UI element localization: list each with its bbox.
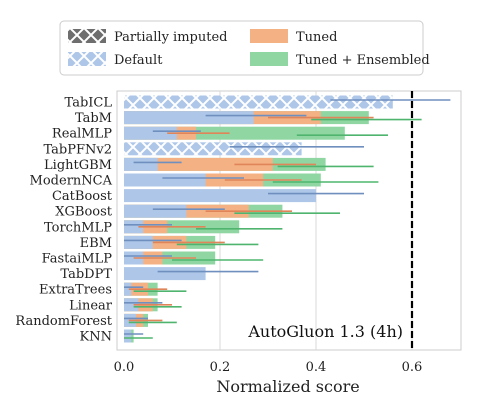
legend: Partially imputed Tuned Default Tuned + … [59, 20, 430, 76]
y-label-tabicl: TabICL [65, 96, 113, 111]
bar-hatch-tabicl [124, 95, 393, 109]
plot-frame [116, 90, 462, 351]
bar-tuned-lightgbm [124, 157, 273, 171]
error-bars [124, 99, 451, 339]
y-label-knn: KNN [80, 330, 112, 345]
bar-default-catboost [124, 189, 316, 203]
legend-label-tuned-ensembled: Tuned + Ensembled [296, 53, 430, 68]
y-label-linear: Linear [69, 298, 113, 313]
y-label-catboost: CatBoost [52, 189, 113, 204]
bar-hatch-tabpfnv2 [124, 142, 302, 156]
y-label-lightgbm: LightGBM [44, 158, 112, 173]
bar-default-xgboost [124, 204, 187, 218]
legend-label-tuned: Tuned [296, 30, 337, 45]
bar-default-ebm [124, 235, 153, 249]
bar-default-extratrees [124, 282, 132, 296]
legend-swatch-tuned [250, 29, 288, 43]
y-label-randomforest: RandomForest [15, 314, 112, 329]
x-axis-ticks: 0.0 0.2 0.4 0.6 [114, 360, 423, 375]
bar-default-modernnca [124, 173, 206, 187]
y-label-xgboost: XGBoost [55, 205, 113, 220]
legend-swatch-default-hatch [68, 52, 106, 66]
legend-swatch-partially-imputed-hatch [68, 29, 106, 43]
y-axis-labels: TabICLTabMRealMLPTabPFNv2LightGBMModernN… [15, 96, 112, 345]
y-label-realmlp: RealMLP [52, 127, 112, 142]
legend-item-partially-imputed: Partially imputed [68, 29, 227, 45]
legend-item-tuned-ensembled: Tuned + Ensembled [250, 52, 430, 68]
legend-swatch-tuned-ensembled [250, 52, 288, 66]
legend-label-partially-imputed: Partially imputed [114, 30, 227, 45]
y-label-ebm: EBM [80, 236, 112, 251]
bar-default-tabdpt [124, 267, 206, 281]
y-label-modernnca: ModernNCA [30, 174, 113, 189]
bar-default-torchmlp [124, 220, 144, 234]
x-tick-label: 0.0 [114, 360, 135, 375]
bar-default-linear [124, 298, 139, 312]
y-label-tabpfnv2: TabPFNv2 [44, 142, 113, 157]
x-tick-label: 0.6 [402, 360, 423, 375]
legend-item-default: Default [68, 52, 163, 68]
y-label-fastaimlp: FastaiMLP [42, 252, 113, 267]
x-axis-title: Normalized score [216, 377, 359, 396]
bar-default-knn [124, 329, 132, 343]
y-label-torchmlp: TorchMLP [44, 220, 112, 235]
bar-default-lightgbm [124, 157, 158, 171]
legend-frame [59, 20, 424, 76]
bar-default-tabm [124, 111, 254, 125]
y-label-tabdpt: TabDPT [60, 267, 112, 282]
reference-label: AutoGluon 1.3 (4h) [247, 322, 403, 341]
bar-default-realmlp [124, 126, 177, 140]
legend-label-default: Default [114, 53, 163, 68]
x-tick-label: 0.2 [210, 360, 231, 375]
x-tick-label: 0.4 [306, 360, 327, 375]
y-label-tabm: TabM [75, 111, 112, 126]
y-label-extratrees: ExtraTrees [39, 283, 112, 298]
legend-item-tuned: Tuned [250, 29, 337, 45]
